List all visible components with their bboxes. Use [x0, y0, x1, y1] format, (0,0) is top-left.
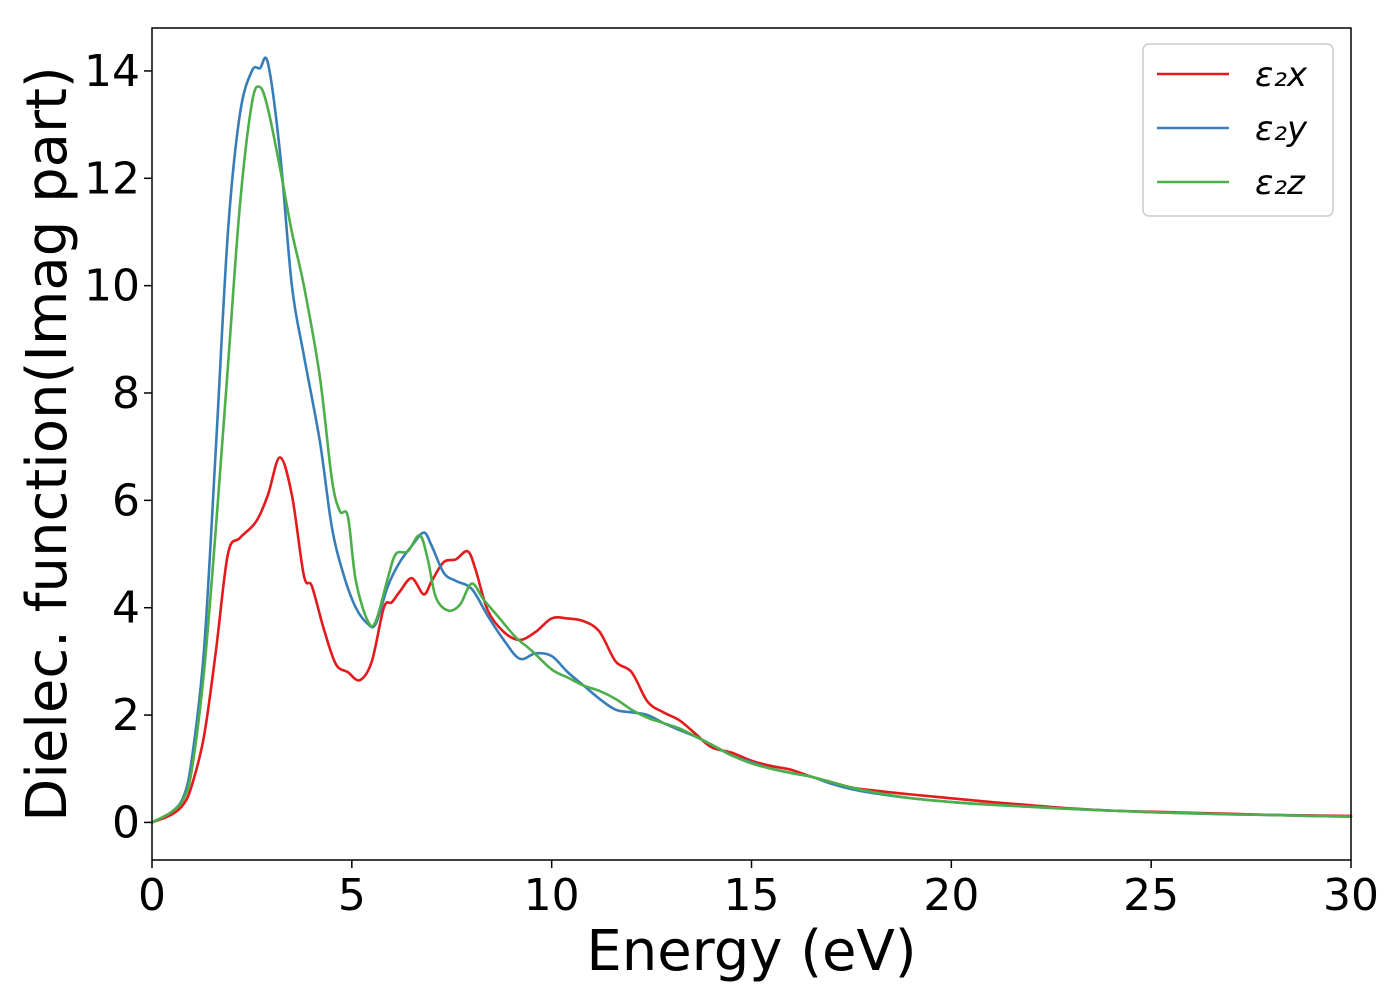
x-tick-label: 10 — [524, 870, 580, 921]
y-tick-label: 0 — [112, 797, 140, 848]
x-tick-label: 25 — [1123, 870, 1179, 921]
y-tick-label: 2 — [112, 690, 140, 741]
x-tick-label: 5 — [338, 870, 366, 921]
x-tick-label: 20 — [923, 870, 979, 921]
legend-label-1: ε₂y — [1255, 109, 1308, 149]
legend-box — [1142, 43, 1334, 217]
legend-label-0: ε₂x — [1255, 55, 1308, 95]
y-axis-title: Dielec. function(Imag part) — [15, 66, 80, 822]
y-axis: 0 2 4 6 8 10 12 14 — [84, 46, 152, 848]
y-tick-label: 10 — [84, 261, 140, 312]
y-tick-label: 8 — [112, 368, 140, 419]
y-tick-label: 12 — [84, 153, 140, 204]
series-line-2 — [150, 85, 1353, 824]
x-axis-title: Energy (eV) — [586, 919, 916, 984]
legend-label-2: ε₂z — [1255, 163, 1306, 203]
y-tick-label: 6 — [112, 475, 140, 526]
legend: ε₂x ε₂y ε₂z — [1142, 43, 1334, 217]
y-tick-label: 14 — [84, 46, 140, 97]
series-line-0 — [150, 456, 1353, 824]
x-tick-label: 15 — [724, 870, 780, 921]
x-axis: 0 5 10 15 20 25 30 — [138, 860, 1379, 921]
x-tick-label: 30 — [1323, 870, 1379, 921]
x-tick-label: 0 — [138, 870, 166, 921]
series-layer — [150, 56, 1353, 824]
y-tick-label: 4 — [112, 583, 140, 634]
